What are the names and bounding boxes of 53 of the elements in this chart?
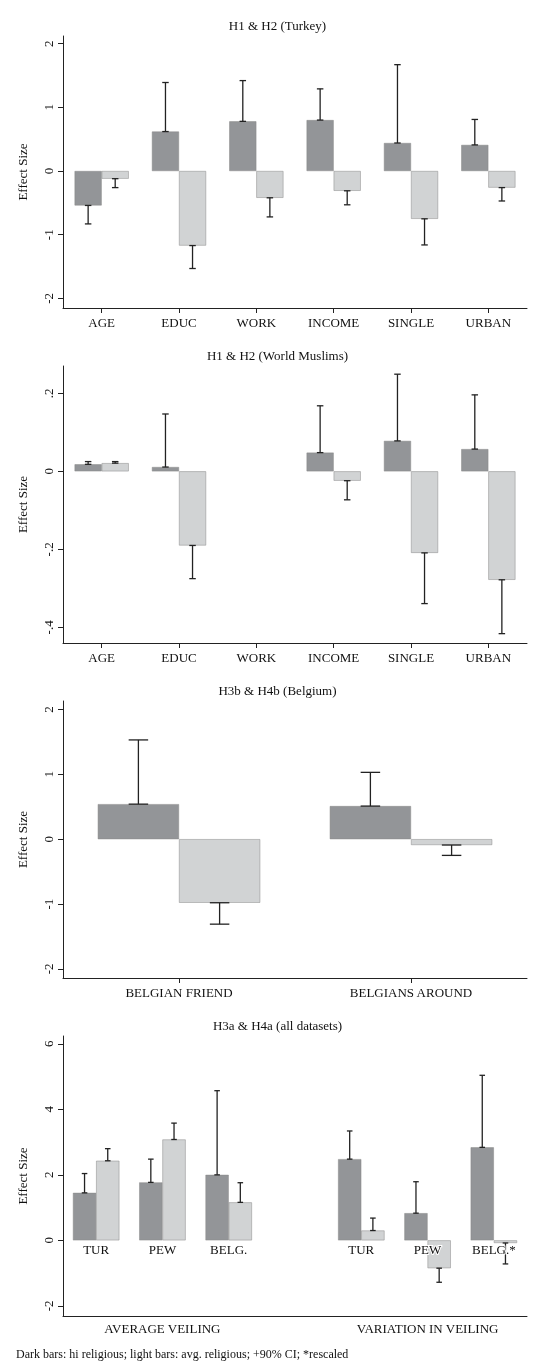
x-tick-label: SINGLE	[387, 315, 435, 330]
x-tick-label: EDUC	[161, 650, 197, 665]
bar	[411, 171, 439, 219]
y-tick-label: -2	[41, 963, 56, 975]
y-axis-title: Effect Size	[15, 143, 30, 201]
x-tick-label: PEW	[413, 1242, 443, 1258]
chart-title: H1 & H2 (World Muslims)	[206, 348, 349, 363]
y-tick-label: .2	[41, 388, 56, 399]
y-tick-label: 0	[41, 167, 56, 175]
x-tick-label: BELGIANS AROUND	[349, 985, 473, 1000]
y-tick-label: 2	[41, 1171, 56, 1179]
x-tick-label: BELGIAN FRIEND	[125, 985, 233, 1000]
text: VARIATION IN VEILING	[356, 1321, 499, 1336]
y-tick-label: -2	[41, 1300, 56, 1312]
y-tick-label: -2	[41, 293, 56, 304]
x-tick-label: WORK	[236, 315, 277, 330]
text: Dark bars: hi religious; light bars: avg. religious; +90% CI; *rescaled	[16, 1347, 349, 1361]
chart-title: H1 & H2 (Turkey)	[228, 18, 327, 33]
bar	[151, 131, 179, 172]
y-tick-label: 1	[41, 771, 56, 778]
y-axis-title: Effect Size	[15, 810, 30, 869]
y-tick-label: -1	[41, 898, 56, 910]
y-axis-title: Effect Size	[15, 475, 30, 534]
bar	[179, 171, 207, 246]
x-tick-label: WORK	[236, 650, 277, 665]
text: AVERAGE VEILING	[104, 1321, 221, 1336]
y-tick-label: 6	[41, 1040, 56, 1048]
x-tick-label: INCOME	[308, 650, 360, 665]
x-tick-label: TUR	[348, 1242, 375, 1258]
y-tick-label: -1	[41, 229, 56, 241]
bar	[383, 143, 411, 172]
y-tick-label: 2	[41, 40, 56, 47]
x-tick-label: AGE	[88, 650, 116, 665]
y-tick-label: 2	[41, 706, 56, 713]
x-tick-label: BELG.	[210, 1242, 248, 1258]
y-tick-label: -.2	[41, 542, 56, 557]
x-tick-label: PEW	[148, 1242, 177, 1258]
x-tick-label: URBAN	[465, 650, 512, 665]
chart-title: H3b & H4b (Belgium)	[218, 683, 337, 698]
x-tick-label: SINGLE	[387, 650, 435, 665]
y-axis-title: Effect Size	[15, 1147, 30, 1205]
y-tick-label: 0	[41, 835, 56, 843]
chart-title: H3a & H4a (all datasets)	[212, 1018, 343, 1033]
x-tick-label: AGE	[88, 315, 116, 330]
x-tick-label: TUR	[83, 1242, 110, 1258]
x-tick-label: EDUC	[161, 315, 197, 330]
y-tick-label: 4	[41, 1105, 56, 1113]
y-tick-label: 1	[41, 104, 56, 111]
x-tick-label: URBAN	[465, 315, 512, 330]
y-tick-label: 0	[41, 1237, 56, 1244]
y-tick-label: -.4	[41, 619, 56, 635]
y-tick-label: 0	[41, 468, 56, 475]
x-tick-label: INCOME	[308, 315, 360, 330]
